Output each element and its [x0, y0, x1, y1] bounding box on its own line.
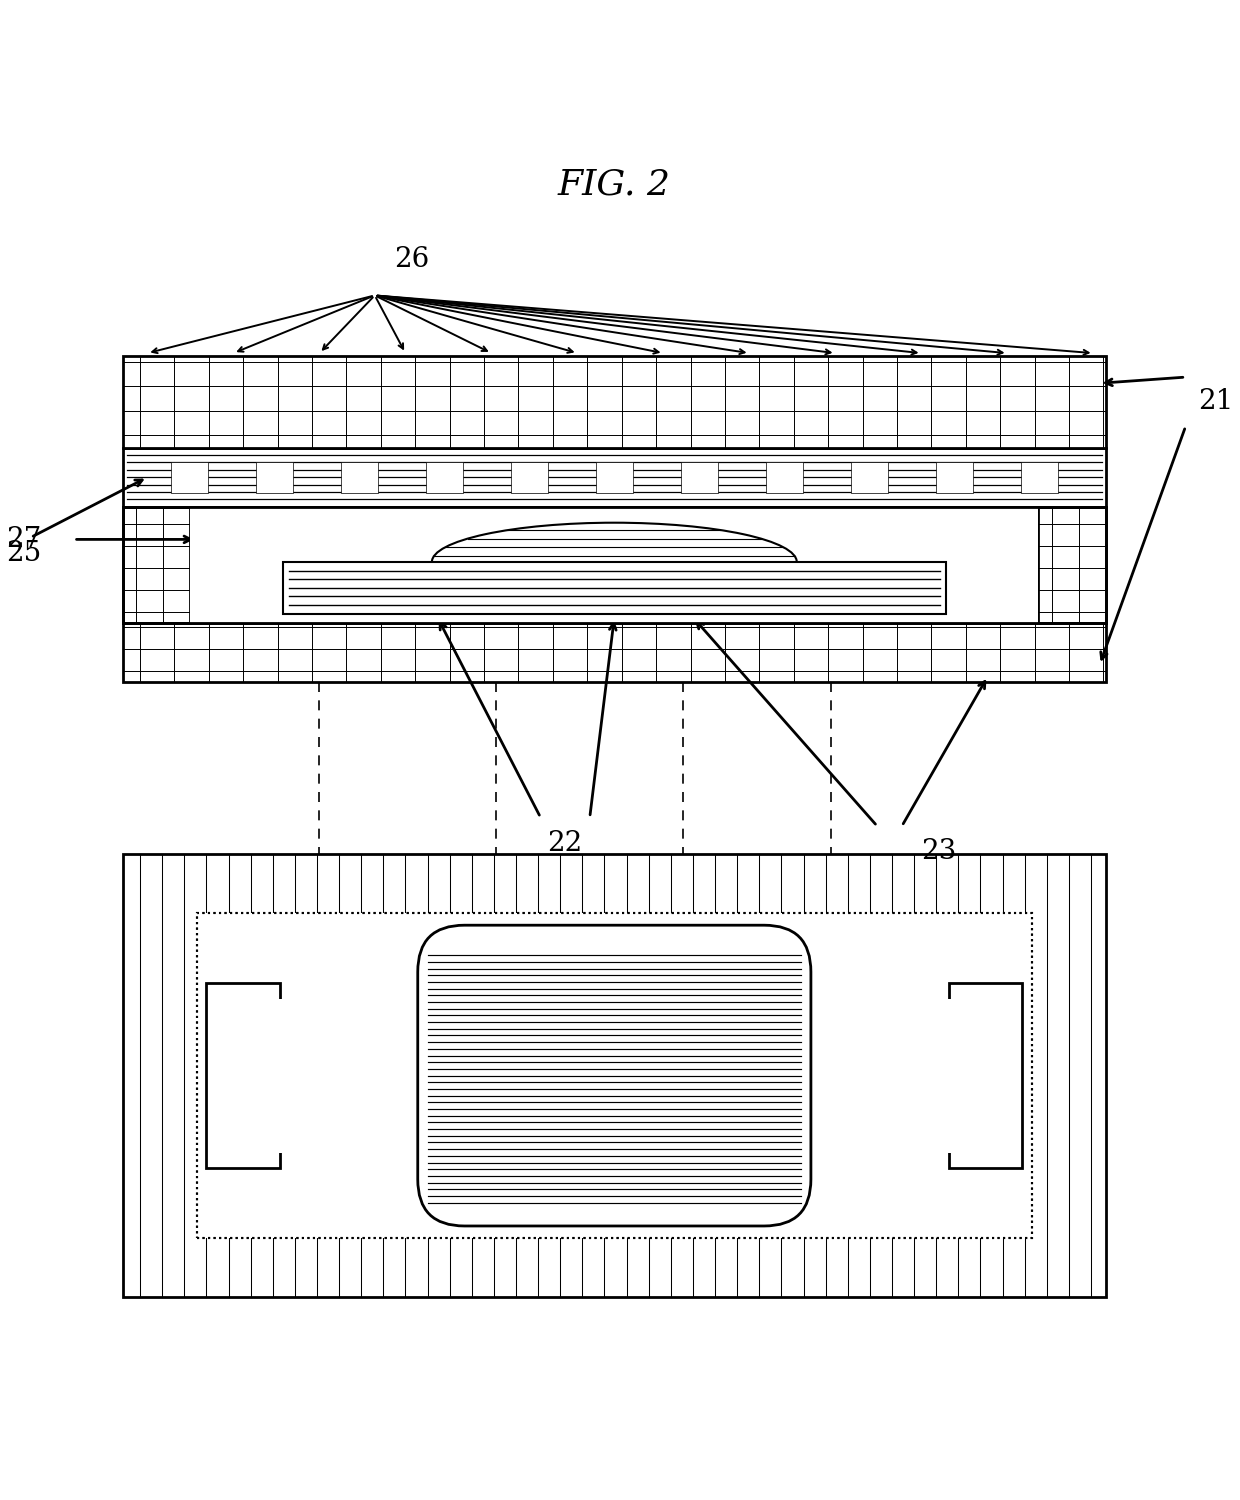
Bar: [123, 855, 1106, 1296]
Bar: [425, 462, 463, 492]
Text: 23: 23: [921, 839, 956, 866]
Text: 22: 22: [548, 830, 583, 856]
Bar: [255, 462, 293, 492]
Bar: [123, 507, 191, 624]
Bar: [341, 462, 378, 492]
Bar: [511, 462, 548, 492]
FancyBboxPatch shape: [418, 926, 811, 1226]
Text: 25: 25: [6, 540, 41, 567]
Text: 27: 27: [6, 526, 41, 554]
Bar: [123, 624, 1106, 682]
Bar: [283, 562, 946, 614]
Bar: [946, 999, 1007, 1152]
Bar: [949, 982, 1022, 1168]
Bar: [123, 507, 1106, 624]
Bar: [206, 982, 280, 1168]
Bar: [197, 914, 1032, 1238]
Bar: [766, 462, 802, 492]
Bar: [123, 448, 1106, 507]
Bar: [681, 462, 718, 492]
Text: 26: 26: [394, 246, 429, 273]
Text: 21: 21: [1198, 388, 1234, 416]
Bar: [191, 507, 1038, 624]
Bar: [197, 914, 1032, 1238]
Bar: [222, 999, 283, 1152]
Bar: [1021, 462, 1058, 492]
Bar: [123, 356, 1106, 448]
Bar: [851, 462, 888, 492]
Text: FIG. 2: FIG. 2: [558, 168, 671, 202]
Bar: [171, 462, 208, 492]
Bar: [198, 915, 1030, 1236]
Bar: [596, 462, 632, 492]
Bar: [1038, 507, 1106, 624]
Bar: [936, 462, 972, 492]
